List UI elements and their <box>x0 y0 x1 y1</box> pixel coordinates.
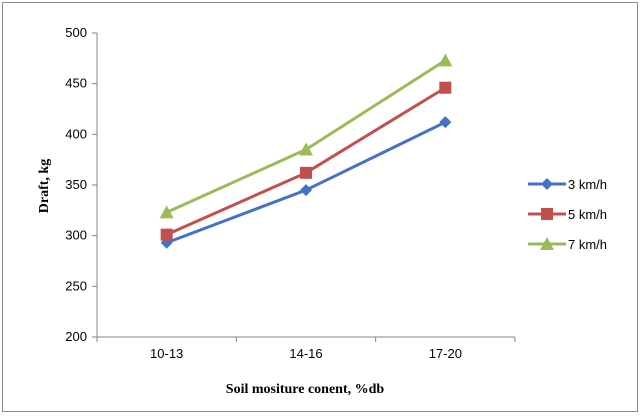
series-5-km-per-h <box>160 81 452 241</box>
legend-marker <box>541 178 553 190</box>
y-tick-label: 250 <box>65 278 87 293</box>
chart-frame <box>2 2 638 412</box>
x-tick-label: 17-20 <box>429 346 462 361</box>
x-tick-label: 10-13 <box>150 346 183 361</box>
series-group <box>159 53 453 249</box>
legend-marker <box>541 208 553 220</box>
data-point-5-km-per-h-1 <box>300 166 312 179</box>
legend-item-7-km-per-h: 7 km/h <box>528 237 607 252</box>
y-tick-label: 350 <box>65 177 87 192</box>
y-axis-title: Draft, kg <box>37 159 52 213</box>
x-axis-title: Soil mositure conent, %db <box>226 382 385 397</box>
y-tick-label: 400 <box>65 126 87 141</box>
x-tick-label: 14-16 <box>289 346 322 361</box>
data-point-3-km-per-h-1 <box>300 184 312 197</box>
data-point-5-km-per-h-0 <box>160 228 173 241</box>
legend: 3 km/h 5 km/h 7 km/h <box>528 177 607 252</box>
y-tick-label: 300 <box>65 228 87 243</box>
y-tick-label: 200 <box>65 329 87 344</box>
data-point-3-km-per-h-2 <box>439 116 452 129</box>
series-line-3-km-per-h <box>166 120 446 245</box>
series-7-km-per-h <box>159 53 453 219</box>
data-point-5-km-per-h-2 <box>439 81 452 94</box>
data-point-7-km-per-h-2 <box>438 53 453 67</box>
legend-label: 3 km/h <box>568 177 607 192</box>
data-point-7-km-per-h-1 <box>299 142 313 156</box>
data-point-7-km-per-h-0 <box>159 205 174 219</box>
legend-item-5-km-per-h: 5 km/h <box>528 207 607 222</box>
y-tick-label: 500 <box>65 25 87 40</box>
legend-marker <box>540 237 554 250</box>
y-ticks: 200 250 300 350 400 450 500 <box>65 25 97 344</box>
legend-item-3-km-per-h: 3 km/h <box>528 177 607 192</box>
series-3-km-per-h <box>160 116 452 249</box>
y-tick-label: 450 <box>65 76 87 91</box>
series-line-5-km-per-h <box>166 86 447 237</box>
legend-label: 7 km/h <box>568 237 607 252</box>
legend-label: 5 km/h <box>568 207 607 222</box>
x-ticks: 10-13 14-16 17-20 <box>96 337 516 361</box>
